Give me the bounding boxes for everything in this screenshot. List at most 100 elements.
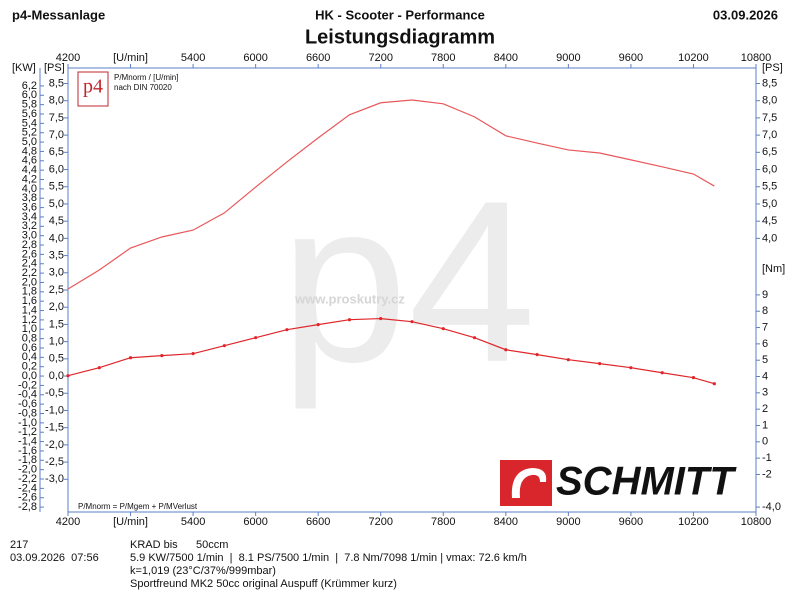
- footer-conditions: k=1,019 (23°C/37%/999mbar): [130, 565, 276, 577]
- ps-unit-right: [PS]: [762, 62, 783, 74]
- y-tick-label: 4,8: [22, 145, 37, 157]
- y-tick-label: 4,0: [49, 232, 64, 244]
- y-tick-label: -2,5: [45, 456, 64, 468]
- y-tick-label: 1,0: [49, 336, 64, 348]
- x-tick-label-top: 9000: [556, 52, 580, 64]
- x-tick-label: 8400: [494, 516, 518, 528]
- y-tick-label: 8,5: [49, 77, 64, 89]
- y-tick-label: 2,5: [49, 284, 64, 296]
- logo-caption: nach DIN 70020: [114, 83, 172, 92]
- x-tick-label-top: 10200: [678, 52, 709, 64]
- series-point: [160, 354, 164, 358]
- y-tick-label: -1,6: [18, 445, 37, 457]
- formula-note: P/Mnorm = P/Mgem + P/MVerlust: [78, 502, 198, 511]
- y-tick-label: 2,4: [22, 258, 37, 270]
- x-tick-label: 9600: [619, 516, 643, 528]
- logo-text: p4: [83, 76, 103, 98]
- series-point: [191, 352, 195, 356]
- series-point: [316, 323, 320, 327]
- y-tick-label: 6,0: [762, 163, 777, 175]
- y-tick-label: 3,5: [49, 249, 64, 261]
- y-tick-label: 8,0: [762, 95, 777, 107]
- y-tick-label: 7,5: [49, 112, 64, 124]
- y-tick-label: 3,6: [22, 201, 37, 213]
- y-tick-label: -2,0: [45, 439, 64, 451]
- y-tick-label: 5,0: [762, 198, 777, 210]
- header-left: p4-Messanlage: [12, 7, 105, 22]
- x-tick-label-top: 7800: [431, 52, 455, 64]
- y-tick-label: -4,0: [762, 501, 781, 513]
- x-tick-label-top: 8400: [494, 52, 518, 64]
- y-tick-label: 3,4: [22, 211, 37, 223]
- y-tick-label: 6,0: [49, 163, 64, 175]
- y-tick-label: 1,8: [22, 286, 37, 298]
- y-tick-label: 0,0: [49, 370, 64, 382]
- y-tick-label: 4,2: [22, 173, 37, 185]
- y-tick-label: 0,4: [22, 351, 37, 363]
- y-tick-label: 4,4: [22, 164, 37, 176]
- y-tick-label: -1,2: [18, 426, 37, 438]
- series-point: [629, 366, 633, 370]
- y-tick-label: 2,2: [22, 267, 37, 279]
- y-tick-label: 1,4: [22, 304, 37, 316]
- logo-caption: P/Mnorm / [U/min]: [114, 73, 178, 82]
- y-tick-label: -2,0: [18, 464, 37, 476]
- y-tick-label: 4,0: [762, 232, 777, 244]
- series-point: [128, 356, 133, 360]
- y-tick-label: 1,0: [22, 323, 37, 335]
- y-tick-label: -1,4: [18, 435, 37, 447]
- series-line: [67, 99, 715, 290]
- y-tick-label: 5,6: [22, 108, 37, 120]
- y-tick-label: 1: [762, 419, 768, 431]
- footer-id: 217: [10, 539, 28, 551]
- y-tick-label: 6,2: [22, 80, 37, 92]
- series-point: [285, 328, 289, 332]
- y-tick-label: -1,0: [45, 404, 64, 416]
- brand-logo: SCHMITT: [556, 460, 737, 504]
- y-tick-label: 5: [762, 354, 768, 366]
- y-tick-label: 6,5: [762, 146, 777, 158]
- series-point: [504, 348, 508, 352]
- y-tick-label: -2: [762, 468, 772, 480]
- x-tick-label-top: 7200: [368, 52, 392, 64]
- y-tick-label: -1,8: [18, 454, 37, 466]
- y-tick-label: 0,0: [22, 370, 37, 382]
- y-tick-label: 8,0: [49, 95, 64, 107]
- y-tick-label: 2,8: [22, 239, 37, 251]
- brand-swoosh: [511, 468, 547, 498]
- y-tick-label: -0,6: [18, 398, 37, 410]
- y-tick-label: 0,8: [22, 333, 37, 345]
- series-point: [254, 336, 258, 340]
- x-tick-label: 7200: [368, 516, 392, 528]
- y-tick-label: -0,4: [18, 389, 37, 401]
- x-tick-label-top: 9600: [619, 52, 643, 64]
- y-tick-label: -0,5: [45, 387, 64, 399]
- series-point: [222, 344, 226, 348]
- y-tick-label: 3: [762, 387, 768, 399]
- series-point: [566, 358, 570, 362]
- x-tick-label-top: 6000: [243, 52, 267, 64]
- y-tick-label: 7,5: [762, 112, 777, 124]
- series-point: [347, 318, 352, 322]
- x-tick-label-top: [U/min]: [113, 52, 148, 64]
- x-tick-label-top: 10800: [741, 52, 772, 64]
- series-point: [712, 382, 716, 386]
- y-tick-label: 4,6: [22, 155, 37, 167]
- y-tick-label: 0,5: [49, 353, 64, 365]
- x-tick-label-top: 4200: [56, 52, 80, 64]
- y-tick-label: -2,6: [18, 492, 37, 504]
- footer-summary: 5.9 KW/7500 1/min | 8.1 PS/7500 1/min | …: [130, 552, 527, 564]
- y-tick-label: 5,4: [22, 117, 37, 129]
- y-tick-label: -2,8: [18, 501, 37, 513]
- x-tick-label: 7800: [431, 516, 455, 528]
- y-tick-label: 4,0: [22, 183, 37, 195]
- y-tick-label: 2,0: [22, 276, 37, 288]
- y-tick-label: 2: [762, 403, 768, 415]
- y-tick-label: 6: [762, 338, 768, 350]
- y-tick-label: 5,5: [49, 181, 64, 193]
- y-tick-label: 7,0: [762, 129, 777, 141]
- ps-unit-left: [PS]: [44, 62, 65, 74]
- y-tick-label: -1,0: [18, 417, 37, 429]
- y-tick-label: 2,6: [22, 248, 37, 260]
